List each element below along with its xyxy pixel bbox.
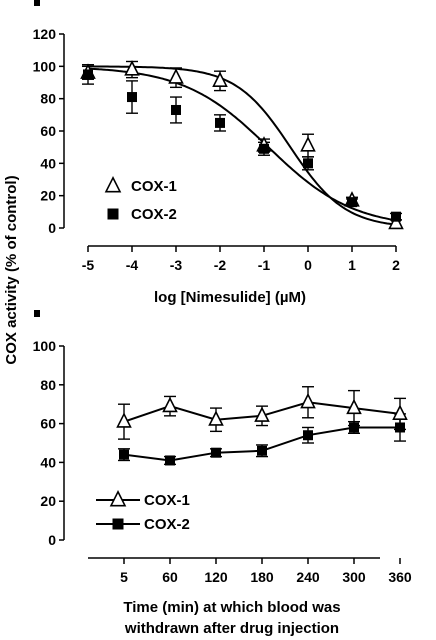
top-y-tick-label: 60 (40, 123, 56, 139)
top-fit-curve-cox-2 (87, 67, 397, 222)
bottom-y-axis: 0 20 40 60 80 100 (33, 338, 65, 548)
panel-a-marker (34, 0, 40, 6)
bottom-y-tick-label: 40 (40, 454, 56, 470)
bottom-legend: COX-1 COX-2 (96, 490, 190, 533)
panel-b-marker (34, 310, 40, 317)
bottom-x-tick-label: 5 (120, 569, 128, 585)
bottom-legend-label-cox-1: COX-1 (144, 492, 190, 509)
top-xlabel: log [Nimesulide] (µM) (154, 289, 306, 306)
top-x-tick-label: 2 (392, 257, 400, 273)
top-point-cox-1 (124, 60, 140, 76)
bottom-point-cox-1 (162, 396, 178, 413)
bottom-point-cox-1 (300, 392, 316, 409)
top-x-tick-label: -2 (214, 257, 227, 273)
bottom-point-cox-1 (392, 404, 408, 420)
bottom-legend-label-cox-2: COX-2 (144, 516, 190, 533)
top-legend-label-cox-1: COX-1 (131, 178, 177, 195)
top-y-tick-label: 0 (48, 220, 56, 236)
bottom-x-tick-label: 240 (296, 569, 320, 585)
bottom-data-points (116, 392, 408, 466)
top-legend: COX-1 COX-2 (104, 176, 177, 223)
top-point-cox-1 (212, 71, 228, 87)
top-point-cox-1 (388, 213, 404, 230)
bottom-x-tick-label: 180 (250, 569, 274, 585)
top-point-cox-2 (215, 117, 225, 128)
bottom-point-cox-2 (257, 445, 267, 456)
bottom-x-tick-label: 120 (204, 569, 228, 585)
top-x-tick-label: -5 (82, 257, 95, 273)
top-y-tick-label: 20 (40, 188, 56, 204)
top-point-cox-2 (391, 211, 401, 222)
bottom-legend-marker-cox-1 (109, 490, 127, 507)
bottom-x-tick-label: 60 (162, 569, 178, 585)
top-fit-curve-cox-1 (88, 65, 397, 226)
bottom-x-axis: 5 60 120 180 240 300 360 (88, 557, 412, 585)
top-point-cox-1 (300, 136, 316, 152)
top-x-tick-label: 0 (304, 257, 312, 273)
bottom-y-tick-label: 60 (40, 416, 56, 432)
top-point-cox-1 (168, 68, 184, 84)
bottom-y-tick-label: 0 (48, 532, 56, 548)
bottom-y-tick-label: 100 (33, 338, 57, 354)
top-point-cox-2 (347, 197, 357, 208)
bottom-point-cox-2 (211, 447, 221, 458)
top-y-tick-label: 80 (40, 91, 56, 107)
top-point-cox-2 (83, 69, 93, 80)
bottom-point-cox-1 (116, 412, 132, 428)
bottom-y-tick-label: 80 (40, 377, 56, 393)
top-y-axis: 0 20 40 60 80 100 120 (33, 26, 65, 236)
top-legend-marker-cox-1 (104, 176, 122, 193)
bottom-point-cox-2 (119, 449, 129, 460)
top-y-tick-label: 120 (33, 26, 57, 42)
top-x-tick-label: -4 (126, 257, 139, 273)
top-x-tick-label: 1 (348, 257, 356, 273)
top-point-cox-2 (259, 143, 269, 154)
bottom-point-cox-1 (254, 406, 270, 422)
bottom-point-cox-2 (165, 455, 175, 466)
bottom-point-cox-2 (303, 430, 313, 441)
top-legend-marker-cox-2 (107, 208, 119, 220)
bottom-point-cox-1 (208, 410, 224, 426)
bottom-x-tick-label: 360 (388, 569, 412, 585)
top-x-tick-label: -3 (170, 257, 183, 273)
top-point-cox-2 (171, 104, 181, 115)
top-x-axis: -5 -4 -3 -2 -1 0 1 2 (82, 245, 400, 273)
bottom-xlabel-line-2: withdrawn after drug injection (124, 620, 339, 637)
bottom-point-cox-2 (395, 422, 405, 433)
bottom-point-cox-1 (346, 398, 362, 415)
top-data-points (80, 60, 404, 230)
shared-ylabel: COX activity (% of control) (3, 175, 20, 364)
bottom-point-cox-2 (349, 422, 359, 433)
bottom-xlabel-line-1: Time (min) at which blood was (123, 599, 340, 616)
top-point-cox-2 (127, 92, 137, 103)
top-y-tick-label: 100 (33, 58, 57, 74)
bottom-y-tick-label: 20 (40, 493, 56, 509)
top-x-tick-label: -1 (258, 257, 271, 273)
top-fit-curves (87, 65, 397, 226)
top-y-tick-label: 40 (40, 155, 56, 171)
chart-dose-response: 0 20 40 60 80 100 120 -5 -4 -3 -2 -1 0 1 2 COX-1 COX-2… (33, 26, 404, 306)
bottom-legend-marker-cox-2 (112, 518, 124, 530)
top-point-cox-2 (303, 158, 313, 169)
bottom-x-tick-label: 300 (342, 569, 366, 585)
top-legend-label-cox-2: COX-2 (131, 206, 177, 223)
